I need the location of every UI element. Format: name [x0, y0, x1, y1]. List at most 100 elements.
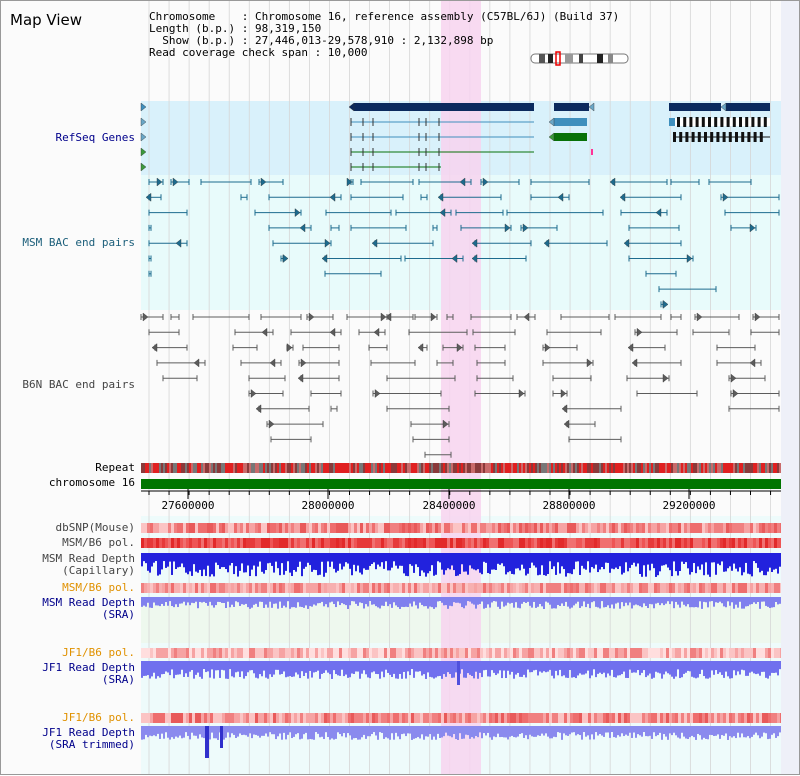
jf1-sra-depth-bar	[185, 661, 187, 674]
msm-sra-depth-bar	[331, 597, 333, 602]
msm-capillary-depth-bar	[431, 553, 433, 566]
msm-sra-depth-bar	[561, 597, 563, 604]
msm-b6-pol-band	[180, 538, 183, 548]
msm-sra-depth-bar	[695, 597, 697, 608]
repeat-segment	[737, 463, 739, 473]
jf1-trim-depth-bar	[615, 726, 617, 738]
repeat-segment	[365, 463, 367, 473]
jf1-b6-pol-trim-band	[321, 713, 324, 723]
b6n-bac-pair-arrow	[627, 343, 634, 353]
repeat-segment	[205, 463, 207, 473]
jf1-b6-pol-band	[573, 648, 576, 658]
exon-block	[720, 117, 724, 127]
dbsnp-band	[246, 523, 249, 533]
msm-b6-pol-band	[489, 538, 492, 548]
jf1-b6-pol-band	[537, 648, 540, 658]
repeat-segment	[589, 463, 591, 473]
jf1-b6-pol-trim-band	[291, 713, 294, 723]
msm-b6-pol-band	[639, 538, 642, 548]
msm-sra-depth-bar	[591, 597, 593, 603]
repeat-segment	[251, 463, 253, 473]
msm-b6-pol-band	[684, 538, 687, 548]
msm-b6-pol-band	[624, 538, 627, 548]
repeat-segment	[381, 463, 383, 473]
msm-b6-pol-band	[225, 538, 228, 548]
repeat-segment	[767, 463, 769, 473]
msm-capillary-depth-bar	[667, 553, 669, 568]
jf1-b6-pol-trim-band	[543, 713, 546, 723]
msm-capillary-depth-bar	[687, 553, 689, 569]
msm-sra-depth-bar	[703, 597, 705, 602]
track-label-msm-bac[interactable]: MSM BAC end pairs	[22, 236, 135, 249]
b6n-bac-pair-arrow	[586, 358, 593, 368]
msm-capillary-depth-bar	[637, 553, 639, 564]
track-label-chromosome: chromosome 16	[48, 476, 135, 489]
msm-b6-pol-band	[609, 538, 612, 548]
exon-block	[745, 117, 749, 127]
dbsnp-band	[354, 523, 357, 533]
track-label-b6n-bac[interactable]: B6N BAC end pairs	[22, 378, 135, 391]
msm-capillary-depth-bar	[199, 553, 201, 570]
dbsnp-band	[174, 523, 177, 533]
msm-b6-pol-band	[384, 538, 387, 548]
jf1-sra-depth-bar	[399, 661, 401, 674]
jf1-trim-depth-bar	[421, 726, 423, 735]
jf1-b6-pol-band	[159, 648, 162, 658]
repeat-segment	[659, 463, 661, 473]
msm-b6-pol-band	[768, 538, 771, 548]
jf1-trim-depth-bar	[411, 726, 413, 740]
dbsnp-band	[336, 523, 339, 533]
msm-sra-depth-bar	[631, 597, 633, 609]
selection-highlight	[441, 1, 481, 774]
jf1-trim-depth-bar	[521, 726, 523, 734]
track-label-msm-read-depth-capillary: MSM Read Depth (Capillary)	[1, 553, 135, 577]
jf1-b6-pol-trim-band	[300, 713, 303, 723]
jf1-b6-pol-band	[549, 648, 552, 658]
repeat-segment	[699, 463, 701, 473]
jf1-b6-pol-band	[498, 648, 501, 658]
msm-sra-depth-bar	[647, 597, 649, 609]
dbsnp-band	[720, 523, 723, 533]
jf1-sra-depth-bar	[533, 661, 535, 671]
jf1-b6-pol-trim-band	[666, 713, 669, 723]
repeat-segment	[717, 463, 719, 473]
jf1-sra-depth-bar	[731, 661, 733, 679]
dbsnp-band	[438, 523, 441, 533]
jf1-sra-depth-bar	[445, 661, 447, 677]
jf1-b6-pol-trim-band	[513, 713, 516, 723]
msm-capillary-depth-bar	[561, 553, 563, 567]
msm-sra-depth-bar	[229, 597, 231, 608]
jf1-b6-pol-band	[444, 648, 447, 658]
jf1-trim-depth-bar	[647, 726, 649, 737]
jf1-trim-depth-bar	[175, 726, 177, 737]
dbsnp-band	[492, 523, 495, 533]
ideogram-band	[565, 54, 573, 63]
jf1-sra-depth-bar	[253, 661, 255, 674]
dbsnp-band	[258, 523, 261, 533]
jf1-trim-depth-bar	[721, 726, 723, 736]
track-label-refseq[interactable]: RefSeq Genes	[55, 131, 135, 144]
jf1-b6-pol-band	[306, 648, 309, 658]
repeat-segment	[755, 463, 757, 473]
msm-sra-depth-bar	[351, 597, 353, 602]
msm-b6-pol-band	[285, 538, 288, 548]
jf1-sra-depth-bar	[311, 661, 313, 678]
jf1-sra-depth-bar	[771, 661, 773, 673]
dbsnp-band	[765, 523, 768, 533]
repeat-segment	[255, 463, 257, 473]
msm-sra-depth-bar	[393, 597, 395, 603]
gene-block-bg	[669, 118, 770, 126]
msm-capillary-depth-bar	[601, 553, 603, 568]
repeat-segment	[379, 463, 381, 473]
exon-block	[739, 117, 742, 127]
msm-capillary-depth-bar	[309, 553, 311, 566]
msm-capillary-depth-bar	[753, 553, 755, 562]
repeat-segment	[347, 463, 349, 473]
repeat-segment	[669, 463, 671, 473]
jf1-b6-pol-band	[621, 648, 624, 658]
repeat-segment	[593, 463, 595, 473]
repeat-segment	[715, 463, 717, 473]
jf1-trim-depth-bar	[233, 726, 235, 735]
dbsnp-band	[546, 523, 549, 533]
